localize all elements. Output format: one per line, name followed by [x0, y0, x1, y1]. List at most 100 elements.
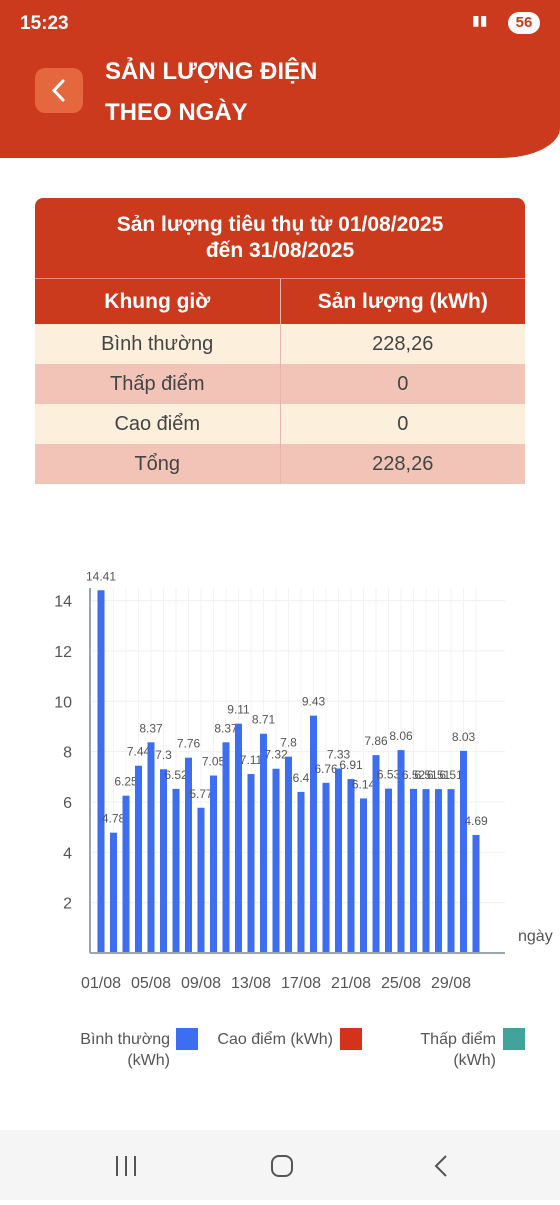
table-title-line: Sản lượng tiêu thụ từ 01/08/2025	[116, 213, 444, 236]
x-tick-label: 21/08	[331, 975, 371, 992]
bar	[397, 750, 405, 953]
data-label: 7.05	[202, 755, 226, 769]
data-label: 6.52	[402, 768, 426, 782]
back-button[interactable]	[35, 68, 83, 113]
legend-label: Thấp điểm (kWh)	[420, 1031, 496, 1069]
legend-swatch	[340, 1028, 362, 1050]
table-title-line: đến 31/08/2025	[205, 239, 355, 262]
page-title: THEO NGÀY	[105, 99, 248, 126]
bar	[235, 723, 242, 953]
legend-swatch	[503, 1028, 525, 1050]
bar	[222, 742, 230, 953]
bar	[260, 733, 267, 953]
x-axis-label: ngày	[518, 928, 553, 945]
battery: 56	[508, 12, 540, 34]
bar	[147, 742, 155, 953]
data-label: 6.25	[114, 775, 138, 789]
x-tick-label: 09/08	[181, 975, 221, 992]
data-label: 7.44	[127, 745, 151, 759]
table-cell: Tổng	[134, 452, 181, 475]
table-title: Sản lượng tiêu thụ từ 01/08/2025 đến 31/…	[35, 198, 525, 278]
legend-swatch	[176, 1028, 198, 1050]
data-label: 7.3	[155, 748, 172, 762]
table-cell: 0	[279, 404, 526, 444]
table-row: Cao điểm 0	[35, 404, 525, 444]
data-label: 6.14	[352, 777, 376, 791]
bar	[172, 788, 180, 953]
data-label: 7.33	[327, 747, 351, 761]
table-row: Tổng 228,26	[35, 444, 525, 484]
y-tick-label: 10	[54, 694, 72, 711]
legend-label: Bình thường (kWh)	[80, 1031, 170, 1069]
bar	[422, 789, 430, 953]
data-label: 6.51	[439, 768, 463, 782]
status-time: 15:23	[20, 13, 69, 34]
data-label: 14.41	[86, 569, 116, 583]
back-nav[interactable]	[434, 1155, 447, 1177]
bar	[385, 788, 392, 953]
data-label: 6.4	[293, 771, 310, 785]
bar	[310, 715, 317, 953]
data-label: 9.11	[227, 703, 250, 717]
bar	[410, 788, 417, 953]
data-label: 9.43	[302, 695, 326, 709]
bar	[347, 779, 355, 953]
header	[0, 0, 560, 158]
page-title: SẢN LƯỢNG ĐIỆN	[105, 58, 318, 85]
bar	[97, 590, 105, 953]
y-tick-label: 12	[54, 644, 72, 661]
table-body: Bình thường 228,26 Thấp điểm 0 Cao điểm 0 Tổng…	[35, 324, 525, 484]
legend-label: Cao điểm (kWh)	[217, 1031, 333, 1048]
recent-apps[interactable]	[116, 1156, 136, 1176]
y-tick-label: 4	[63, 845, 72, 862]
data-label: 8.37	[214, 721, 238, 735]
table-cell: Cao điểm	[114, 412, 201, 435]
table-cell: Thấp điểm	[110, 372, 205, 395]
summary-table: Sản lượng tiêu thụ từ 01/08/2025 đến 31/…	[35, 198, 525, 484]
data-label: 7.8	[280, 736, 297, 750]
bar	[197, 807, 205, 953]
back-icon	[51, 79, 65, 102]
data-label: 6.51	[427, 768, 451, 782]
data-label: 6.76	[314, 762, 338, 776]
nav-bar	[0, 1130, 560, 1200]
bar	[435, 789, 442, 953]
bar	[185, 757, 192, 953]
data-label: 8.71	[252, 713, 276, 727]
data-label: 5.77	[189, 787, 213, 801]
bar	[360, 798, 367, 953]
bar	[122, 795, 130, 953]
x-tick-label: 05/08	[131, 975, 171, 992]
table-cell: 228,26	[279, 324, 526, 364]
bar	[160, 769, 167, 953]
bar	[210, 775, 217, 953]
table-row: Bình thường 228,26	[35, 324, 525, 364]
bar	[447, 789, 455, 953]
x-tick-label: 13/08	[231, 975, 271, 992]
table-cell: 0	[279, 364, 526, 404]
y-tick-label: 6	[63, 795, 72, 812]
x-tick-label: 25/08	[381, 975, 421, 992]
data-label: 6.91	[339, 758, 363, 772]
y-tick-label: 14	[54, 594, 72, 611]
table-cell: Bình thường	[101, 332, 214, 355]
data-label: 6.53	[377, 768, 401, 782]
chart: 2 4 6 8 10 12 14 01/08 05/08 09/08 13/08 17/08 21/08…	[54, 569, 553, 992]
home-button[interactable]	[271, 1155, 293, 1177]
bar	[272, 768, 280, 953]
data-label: 8.06	[389, 729, 413, 743]
data-label: 7.76	[177, 737, 201, 751]
nav-icons	[116, 1155, 447, 1177]
bar	[247, 774, 255, 953]
table-header: Khung giờ Sản lượng (kWh)	[35, 278, 525, 324]
bar	[110, 832, 117, 953]
x-tick-label: 29/08	[431, 975, 471, 992]
table-cell: 228,26	[279, 444, 526, 484]
data-label: 6.51	[414, 768, 438, 782]
data-label: 8.03	[452, 730, 476, 744]
data-label: 4.78	[102, 812, 126, 826]
x-tick-label: 17/08	[281, 975, 321, 992]
column-header: Sản lượng (kWh)	[279, 279, 526, 324]
status-icons: ▮▮	[472, 12, 488, 28]
data-label: 6.52	[164, 768, 188, 782]
